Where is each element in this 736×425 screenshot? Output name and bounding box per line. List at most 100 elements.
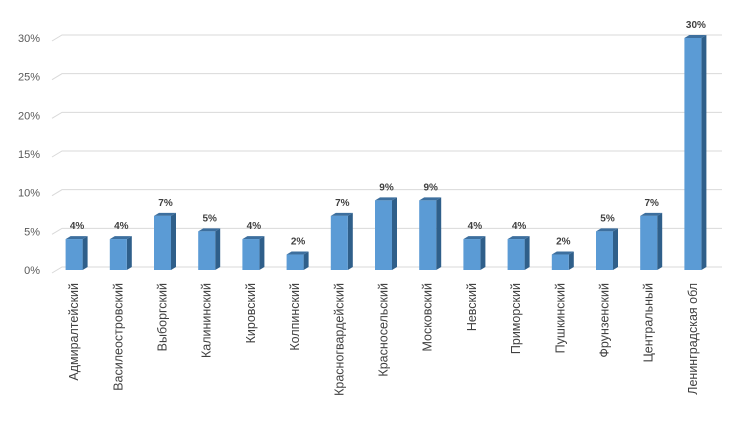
bar-front: [198, 231, 216, 270]
bar-top: [640, 212, 663, 216]
data-label: 2%: [556, 237, 571, 248]
y-tick-label: 5%: [24, 226, 40, 238]
bar-top: [419, 197, 442, 201]
data-label: 4%: [114, 221, 129, 232]
bar-front: [463, 239, 481, 270]
bar: [375, 197, 397, 270]
bar-top: [242, 236, 265, 240]
y-tick-label: 20%: [18, 110, 40, 122]
x-tick-label: Пушкинский: [553, 283, 567, 353]
data-label: 4%: [247, 221, 262, 232]
y-tick-label: 0%: [24, 265, 40, 277]
bar-front: [507, 239, 525, 270]
bar-front: [684, 38, 702, 270]
x-tick-label: Василеостровский: [111, 283, 125, 391]
bar-top: [286, 251, 309, 255]
bar-front: [242, 239, 260, 270]
bar-side: [480, 236, 486, 270]
bar: [198, 228, 221, 270]
bar: [684, 35, 707, 270]
gridline: [51, 111, 722, 119]
x-axis-category-labels: Адмиралтейский Василеостровский Выборгский…: [67, 283, 700, 396]
bar: [551, 251, 574, 270]
bar: [640, 212, 663, 270]
y-tick-label: 15%: [18, 149, 40, 161]
bar-side: [82, 236, 88, 270]
bar-side: [524, 236, 530, 270]
data-label: 9%: [379, 182, 394, 193]
bar-top: [330, 212, 353, 216]
bar-side: [613, 228, 618, 270]
bar: [463, 236, 486, 270]
bar-side: [347, 212, 353, 270]
bar-top: [463, 236, 486, 240]
bar-front: [596, 231, 613, 270]
bar-front: [65, 239, 83, 270]
bar-top: [65, 236, 88, 240]
bar-front: [154, 215, 171, 270]
data-label: 4%: [70, 221, 85, 232]
gridline: [51, 73, 722, 81]
data-label: 7%: [335, 198, 350, 209]
bar: [286, 251, 309, 270]
y-tick-label: 10%: [18, 188, 40, 200]
x-tick-label: Колпинский: [288, 283, 302, 351]
gridlines: [51, 34, 722, 274]
x-tick-label: Кировский: [244, 283, 258, 343]
y-tick-label: 25%: [18, 72, 40, 84]
bar-side: [657, 212, 663, 270]
gridline: [51, 34, 722, 42]
data-label: 7%: [644, 198, 659, 209]
x-tick-label: Адмиралтейский: [67, 283, 81, 381]
data-label: 9%: [423, 182, 438, 193]
bar: [330, 212, 353, 270]
gridline: [51, 266, 722, 274]
data-label: 4%: [512, 221, 527, 232]
bar-top: [596, 228, 618, 232]
bars: [65, 35, 707, 270]
bar-front: [419, 200, 437, 270]
bar-side: [126, 236, 132, 270]
bar-side: [701, 35, 707, 270]
bar-front: [330, 215, 348, 270]
x-tick-label: Московский: [421, 283, 435, 352]
y-axis-tick-labels: 0% 5% 10% 15% 20% 25% 30%: [18, 33, 40, 277]
bar: [109, 236, 132, 270]
bar: [507, 236, 530, 270]
gridline: [51, 189, 722, 197]
data-label: 30%: [686, 20, 706, 31]
x-tick-label: Невский: [465, 283, 479, 331]
x-tick-label: Ленинградская обл: [686, 283, 700, 395]
x-tick-label: Красногвардейский: [332, 283, 346, 396]
bar: [242, 236, 265, 270]
bar-side: [171, 212, 176, 270]
x-tick-label: Красносельский: [377, 283, 391, 377]
x-tick-label: Фрунзенский: [598, 283, 612, 358]
bar-side: [436, 197, 442, 270]
bar: [154, 212, 176, 270]
x-tick-label: Центральный: [642, 283, 656, 362]
x-tick-label: Приморский: [509, 283, 523, 354]
bar-top: [551, 251, 574, 255]
data-label: 2%: [291, 237, 306, 248]
bar-top: [198, 228, 221, 232]
bar-side: [303, 251, 309, 270]
bar-top: [154, 212, 176, 216]
bar-front: [109, 239, 127, 270]
data-label: 5%: [202, 213, 217, 224]
bar-top: [684, 35, 707, 38]
bar-top: [375, 197, 397, 201]
bar-side: [392, 197, 397, 270]
bar-side: [215, 228, 221, 270]
bar-top: [507, 236, 530, 240]
x-tick-label: Калининский: [200, 283, 214, 358]
bar-front: [286, 254, 304, 270]
data-label: 7%: [158, 198, 173, 209]
gridline: [51, 227, 722, 235]
y-tick-label: 30%: [18, 33, 40, 45]
bar: [596, 228, 618, 270]
data-label: 5%: [600, 213, 615, 224]
bar: [65, 236, 88, 270]
